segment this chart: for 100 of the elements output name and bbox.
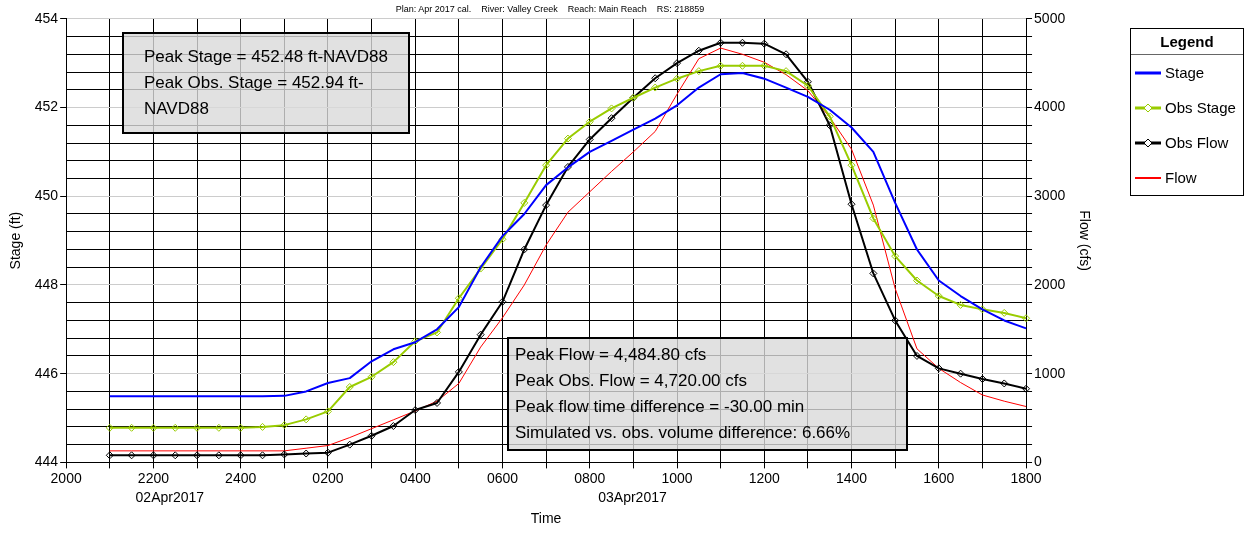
point bbox=[694, 67, 703, 76]
point bbox=[716, 38, 725, 47]
point bbox=[825, 112, 834, 121]
y2-tick-label: 4000 bbox=[1034, 98, 1066, 115]
y-tick-label: 452 bbox=[34, 98, 59, 115]
x-tick-label: 2000 bbox=[50, 469, 82, 486]
y-axis-title: Stage (ft) bbox=[7, 211, 24, 270]
point bbox=[411, 406, 420, 415]
point bbox=[803, 81, 812, 90]
y-tick-label: 444 bbox=[34, 453, 59, 470]
point bbox=[302, 449, 311, 458]
x-tick-label: 1800 bbox=[1010, 469, 1042, 486]
point bbox=[454, 294, 463, 303]
point bbox=[869, 214, 878, 223]
x-tick-label: 0600 bbox=[486, 469, 519, 486]
point bbox=[433, 398, 442, 407]
point bbox=[520, 245, 529, 254]
point bbox=[803, 77, 812, 86]
point bbox=[149, 451, 158, 460]
point bbox=[345, 440, 354, 449]
point bbox=[236, 451, 245, 460]
x-tick-label: 2200 bbox=[137, 469, 170, 486]
point bbox=[542, 161, 551, 170]
point bbox=[367, 372, 376, 381]
point bbox=[978, 305, 987, 314]
point bbox=[323, 407, 332, 416]
point bbox=[433, 328, 442, 337]
point bbox=[476, 264, 485, 273]
callout-box: Peak Flow = 4,484.80 cfs Peak Obs. Flow = 4,720.00 cfs Peak flow time difference = -30.00 min Simulated vs. obs. volume difference: 6.66% bbox=[507, 337, 908, 451]
point bbox=[258, 451, 267, 460]
x-tick-label: 1600 bbox=[923, 469, 955, 486]
point bbox=[585, 117, 594, 126]
point bbox=[782, 50, 791, 59]
point bbox=[171, 423, 180, 432]
y-tick-label: 450 bbox=[34, 187, 59, 204]
x-tick-label: 1000 bbox=[661, 469, 693, 486]
point bbox=[105, 423, 114, 432]
point bbox=[498, 235, 507, 244]
point bbox=[607, 104, 616, 113]
text: 03Apr2017 bbox=[598, 489, 667, 506]
point bbox=[367, 431, 376, 440]
point bbox=[193, 451, 202, 460]
point bbox=[912, 351, 921, 360]
x-tick-label: 1200 bbox=[748, 469, 781, 486]
y2-tick-label: 0 bbox=[1034, 453, 1043, 470]
point bbox=[105, 451, 114, 460]
point bbox=[389, 422, 398, 431]
point bbox=[956, 300, 965, 309]
callout-box: Peak Stage = 452.48 ft-NAVD88 Peak Obs. Stage = 452.94 ft-NAVD88 bbox=[122, 32, 410, 134]
point bbox=[607, 114, 616, 123]
y2-axis-title: Flow (cfs) bbox=[1076, 210, 1093, 271]
point bbox=[149, 423, 158, 432]
x-tick-label: 1400 bbox=[835, 469, 868, 486]
point bbox=[585, 135, 594, 144]
text: 02Apr2017 bbox=[135, 489, 205, 506]
point bbox=[345, 382, 354, 391]
point bbox=[673, 59, 681, 68]
y2-tick-label: 1000 bbox=[1034, 364, 1066, 381]
point bbox=[236, 423, 245, 432]
y-tick-label: 454 bbox=[34, 9, 59, 26]
point bbox=[912, 276, 921, 285]
point bbox=[280, 421, 289, 430]
point bbox=[1000, 308, 1009, 317]
point bbox=[214, 423, 223, 432]
point bbox=[651, 74, 660, 83]
legend-title: Legend bbox=[1131, 29, 1243, 55]
legend-label: Obs Flow bbox=[1165, 134, 1229, 151]
point bbox=[934, 292, 943, 301]
x-tick-label: 0400 bbox=[399, 469, 431, 486]
point bbox=[716, 61, 725, 70]
point bbox=[302, 415, 311, 424]
point bbox=[956, 369, 965, 378]
legend-label: Obs Stage bbox=[1165, 99, 1236, 116]
x-tick-label: 0200 bbox=[312, 469, 344, 486]
point bbox=[454, 367, 463, 376]
legend-label: Flow bbox=[1165, 169, 1197, 186]
y-tick-label: 446 bbox=[34, 364, 59, 381]
point bbox=[651, 83, 660, 92]
point bbox=[891, 316, 900, 325]
point bbox=[563, 134, 572, 143]
point bbox=[760, 61, 769, 70]
point bbox=[563, 162, 572, 171]
point bbox=[673, 74, 681, 83]
point bbox=[127, 423, 136, 432]
point bbox=[694, 46, 703, 55]
point bbox=[782, 67, 791, 76]
point bbox=[476, 330, 485, 339]
point bbox=[411, 337, 420, 346]
point bbox=[171, 451, 180, 460]
point bbox=[214, 451, 223, 460]
point bbox=[738, 38, 747, 47]
point bbox=[258, 422, 267, 431]
point bbox=[127, 451, 136, 460]
x-tick-label: 0800 bbox=[574, 469, 606, 486]
point bbox=[193, 423, 202, 432]
y2-tick-label: 5000 bbox=[1034, 9, 1066, 26]
point bbox=[323, 448, 332, 457]
point bbox=[869, 269, 878, 278]
point bbox=[738, 61, 747, 70]
chart-title: Plan: Apr 2017 cal. River: Valley Creek Reach: Main Reach RS: 218859 bbox=[395, 3, 705, 14]
